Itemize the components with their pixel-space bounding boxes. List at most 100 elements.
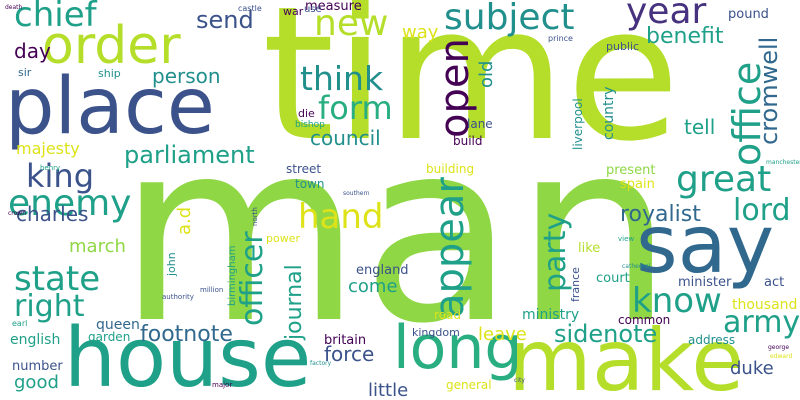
word-english: english: [10, 332, 61, 348]
word-house: house: [64, 311, 312, 400]
word-edward: edward: [770, 353, 793, 360]
word-enemy: enemy: [8, 183, 132, 224]
word-death: death: [5, 4, 23, 11]
word-year: year: [626, 0, 707, 32]
word-benefit: benefit: [646, 24, 724, 49]
word-ad: a.d: [174, 206, 195, 235]
word-queen: queen: [96, 317, 140, 333]
word-duke: duke: [730, 358, 774, 379]
word-time: time: [262, 0, 680, 182]
word-journal: journal: [282, 264, 307, 340]
word-little: little: [368, 380, 409, 400]
word-town: town: [295, 177, 325, 191]
word-party: party: [538, 212, 573, 292]
word-use: use: [304, 4, 322, 15]
word-address: address: [688, 333, 736, 347]
word-lord: lord: [733, 193, 791, 228]
word-like: like: [578, 241, 601, 256]
word-appear: appear: [427, 177, 473, 318]
word-charles: charles: [16, 202, 89, 226]
word-north: north: [251, 207, 259, 226]
word-street: street: [286, 162, 322, 176]
word-city: city: [514, 377, 525, 384]
word-birmingham: birmingham: [227, 245, 238, 306]
word-think: think: [300, 59, 384, 98]
word-road: road: [434, 308, 461, 322]
word-great: great: [676, 159, 772, 200]
word-war: war: [283, 5, 304, 18]
word-force: force: [324, 342, 375, 366]
word-george: george: [768, 344, 790, 351]
word-common: common: [618, 313, 671, 327]
word-tell: tell: [684, 115, 716, 139]
word-country: country: [601, 86, 617, 140]
word-court: court: [596, 271, 630, 286]
word-order: order: [42, 16, 181, 76]
word-bishop: bishop: [295, 120, 325, 130]
word-ministry: ministry: [522, 307, 580, 323]
word-building: building: [426, 162, 475, 176]
word-cathedral: cathedral: [622, 263, 651, 270]
word-southern: southern: [343, 190, 370, 197]
word-man: man: [118, 87, 674, 378]
word-pound: pound: [728, 7, 769, 22]
word-earl: earl: [12, 319, 28, 328]
word-good: good: [14, 372, 59, 393]
word-act: act: [764, 275, 785, 290]
word-sir: sir: [18, 66, 32, 79]
word-liverpool: liverpool: [571, 98, 585, 150]
word-leave: leave: [478, 324, 527, 345]
word-new: new: [314, 3, 389, 44]
word-garden: garden: [88, 330, 131, 344]
word-march: march: [69, 236, 126, 257]
word-form: form: [318, 89, 393, 127]
word-build: build: [453, 134, 483, 148]
word-royalist: royalist: [620, 202, 701, 227]
word-kingdom: kingdom: [412, 326, 460, 339]
word-parliament: parliament: [124, 141, 255, 169]
word-crown: crown: [8, 210, 27, 217]
word-footnote: footnote: [140, 322, 233, 347]
word-sidenote: sidenote: [554, 320, 658, 348]
word-castle: castle: [238, 4, 262, 13]
word-factory: factory: [310, 360, 332, 367]
word-place: place: [5, 62, 215, 152]
word-view: view: [618, 235, 635, 243]
word-power: power: [266, 232, 300, 245]
word-minister: minister: [678, 275, 732, 290]
word-person: person: [152, 64, 221, 88]
word-number: number: [12, 359, 63, 374]
word-manchester: manchester: [766, 159, 800, 166]
word-council: council: [310, 126, 381, 150]
word-ship: ship: [98, 67, 121, 80]
word-king: king: [26, 157, 95, 195]
word-present: present: [606, 163, 656, 178]
word-authority: authority: [162, 293, 194, 301]
word-cromwell: cromwell: [755, 36, 783, 145]
word-france: france: [569, 267, 582, 302]
word-public: public: [606, 40, 640, 53]
word-major: major: [212, 381, 233, 389]
word-officer: officer: [235, 231, 270, 326]
word-hand: hand: [298, 197, 384, 237]
word-britain: britain: [324, 333, 367, 348]
word-come: come: [348, 276, 398, 297]
word-million: million: [200, 286, 224, 294]
word-john: john: [165, 252, 178, 276]
word-say: say: [636, 198, 775, 291]
word-make: make: [508, 311, 745, 400]
word-day: day: [14, 39, 51, 63]
word-long: long: [393, 313, 523, 383]
word-subject: subject: [444, 0, 575, 38]
word-way: way: [402, 22, 439, 43]
word-henry: henry: [40, 164, 61, 172]
word-prince: prince: [548, 34, 573, 43]
word-majesty: majesty: [16, 139, 80, 158]
word-know: know: [632, 281, 722, 321]
word-die: die: [298, 107, 315, 120]
word-old: old: [476, 60, 497, 88]
word-measure: measure: [305, 0, 362, 14]
word-send: send: [196, 6, 254, 34]
word-spain: spain: [620, 177, 655, 192]
